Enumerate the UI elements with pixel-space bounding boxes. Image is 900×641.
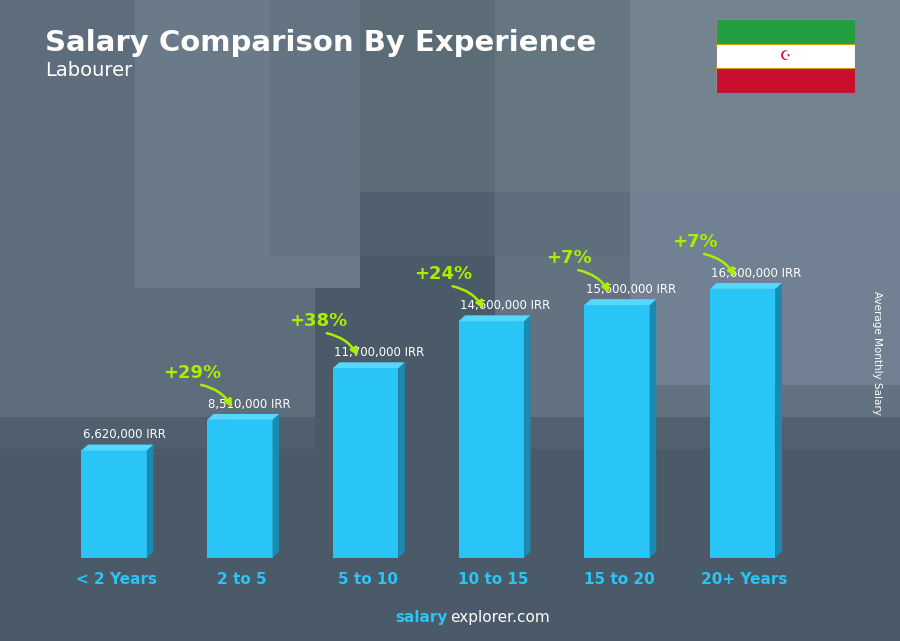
Text: +38%: +38%	[289, 312, 347, 330]
FancyArrowPatch shape	[453, 287, 482, 306]
Text: Average Monthly Salary: Average Monthly Salary	[872, 290, 883, 415]
Polygon shape	[710, 283, 782, 289]
Text: 8,510,000 IRR: 8,510,000 IRR	[209, 397, 291, 411]
Bar	[495, 0, 900, 449]
Text: +29%: +29%	[163, 363, 221, 381]
Text: +24%: +24%	[415, 265, 473, 283]
Text: 11,700,000 IRR: 11,700,000 IRR	[334, 346, 425, 359]
Bar	[82, 451, 147, 558]
Text: 15 to 20: 15 to 20	[583, 572, 654, 587]
Polygon shape	[207, 414, 279, 420]
Bar	[459, 321, 524, 558]
Bar	[710, 289, 776, 558]
Text: Salary Comparison By Experience: Salary Comparison By Experience	[45, 29, 596, 57]
Text: 20+ Years: 20+ Years	[701, 572, 788, 587]
Text: 6,620,000 IRR: 6,620,000 IRR	[83, 428, 166, 442]
Polygon shape	[459, 315, 530, 321]
Bar	[270, 0, 630, 256]
Text: 5 to 10: 5 to 10	[338, 572, 398, 587]
Text: 15,600,000 IRR: 15,600,000 IRR	[586, 283, 676, 296]
FancyArrowPatch shape	[578, 270, 608, 290]
Text: 2 to 5: 2 to 5	[217, 572, 266, 587]
Text: explorer.com: explorer.com	[450, 610, 550, 625]
Bar	[0, 0, 315, 449]
Polygon shape	[584, 299, 656, 305]
Text: 16,600,000 IRR: 16,600,000 IRR	[711, 267, 802, 279]
Bar	[716, 69, 855, 93]
Bar	[630, 0, 900, 385]
Text: +7%: +7%	[672, 233, 718, 251]
FancyArrowPatch shape	[201, 385, 230, 405]
Bar	[333, 368, 399, 558]
Text: ☪: ☪	[779, 49, 791, 63]
Polygon shape	[650, 299, 656, 558]
Polygon shape	[273, 414, 279, 558]
Bar	[0, 417, 900, 641]
Bar	[716, 19, 855, 44]
Polygon shape	[399, 362, 405, 558]
Polygon shape	[524, 315, 530, 558]
Polygon shape	[333, 362, 405, 368]
Polygon shape	[776, 283, 782, 558]
FancyArrowPatch shape	[327, 333, 356, 353]
Bar	[584, 305, 650, 558]
Text: < 2 Years: < 2 Years	[76, 572, 157, 587]
Text: 10 to 15: 10 to 15	[458, 572, 528, 587]
Text: 14,600,000 IRR: 14,600,000 IRR	[460, 299, 550, 312]
Bar	[207, 420, 273, 558]
FancyArrowPatch shape	[704, 254, 734, 274]
Bar	[135, 0, 360, 288]
Polygon shape	[82, 445, 153, 451]
Text: salary: salary	[395, 610, 447, 625]
Bar	[360, 0, 900, 192]
Bar	[716, 44, 855, 69]
Polygon shape	[147, 445, 153, 558]
Text: Labourer: Labourer	[45, 61, 132, 80]
Text: +7%: +7%	[546, 249, 592, 267]
